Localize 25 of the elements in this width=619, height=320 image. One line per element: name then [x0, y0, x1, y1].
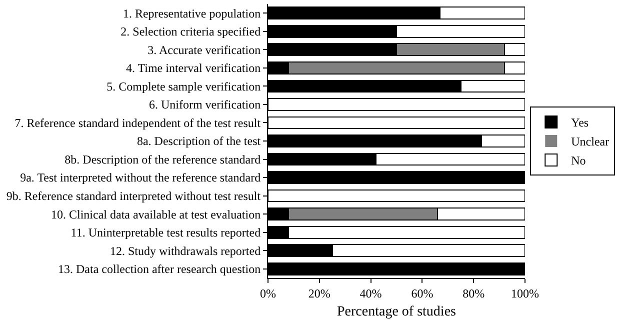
y-tick-label: 9a. Test interpreted without the reference standard: [20, 170, 261, 185]
x-tick-label: 0%: [260, 286, 276, 300]
x-tick-label: 80%: [462, 286, 485, 300]
y-tick-label: 12. Study withdrawals reported: [110, 244, 261, 258]
y-tick-label: 3. Accurate verification: [148, 42, 261, 57]
y-tick-label: 8a. Description of the test: [136, 134, 262, 148]
legend-label: Unclear: [571, 134, 610, 149]
y-tick-label: 1. Representative population: [122, 6, 261, 20]
y-tick-label: 5. Complete sample verification: [106, 79, 261, 94]
y-tick-label: 9b. Reference standard interpreted without test result: [6, 189, 262, 203]
y-tick-label: 6. Uniform verification: [148, 98, 261, 112]
x-tick-label: 60%: [411, 286, 434, 300]
legend-label: Yes: [571, 116, 589, 130]
x-tick-label: 100%: [511, 286, 539, 300]
y-tick-label: 7. Reference standard independent of the test result: [14, 116, 262, 130]
y-tick-label: 11. Uninterpretable test results reported: [70, 226, 261, 240]
x-tick-label: 40%: [360, 286, 382, 300]
y-tick-label: 8b. Description of the reference standard: [64, 152, 261, 166]
legend-label: No: [571, 154, 586, 168]
y-tick-label: 2. Selection criteria specified: [120, 24, 261, 39]
x-tick-label: 20%: [308, 286, 330, 300]
y-tick-label: 4. Time interval verification: [126, 61, 261, 76]
y-tick-label: 10. Clinical data available at test evaluation: [51, 207, 261, 222]
y-tick-label: 13. Data collection after research question: [58, 262, 261, 276]
x-axis-title: Percentage of studies: [337, 304, 456, 320]
